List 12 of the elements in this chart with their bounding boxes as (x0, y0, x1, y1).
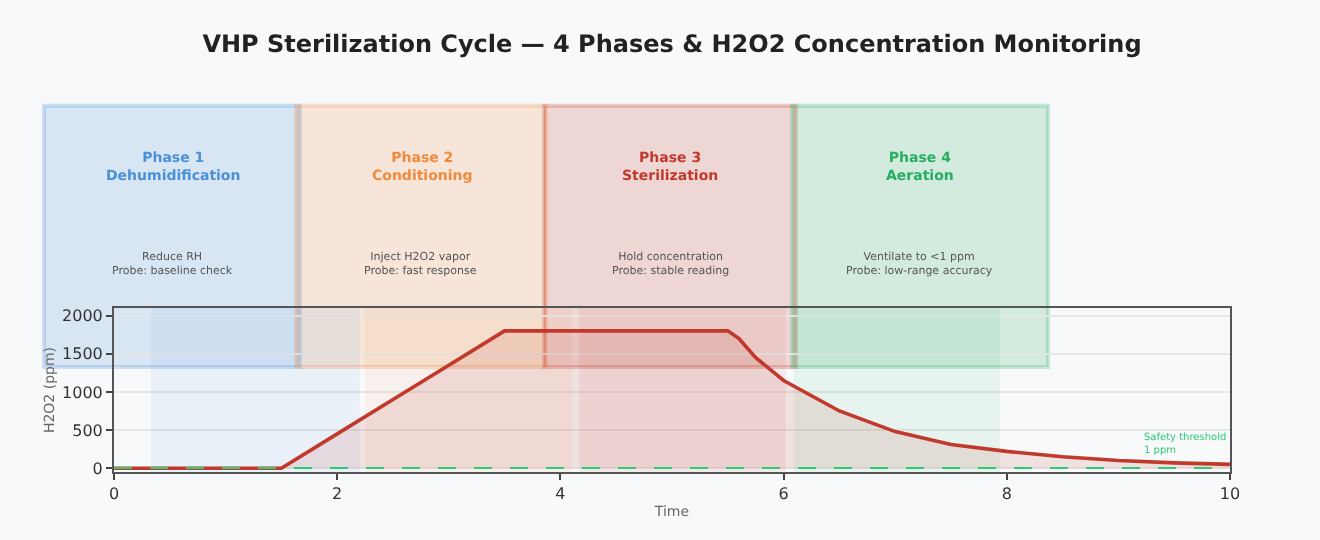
y-tick-label: 2000 (62, 307, 103, 326)
y-tick-label: 1000 (62, 383, 103, 402)
x-tick-label: 10 (1219, 485, 1241, 504)
x-tick-label: 2 (332, 485, 343, 504)
chart-title: VHP Sterilization Cycle — 4 Phases & H2O2 Concentration Monitoring (202, 30, 1142, 59)
x-tick-label: 0 (108, 485, 120, 504)
x-tick-label: 4 (555, 485, 566, 504)
x-tick-label: 6 (778, 485, 789, 504)
x-tick-label: 8 (1001, 485, 1012, 504)
y-tick-label: 0 (92, 459, 103, 478)
y-tick-label: 500 (72, 421, 103, 440)
y-tick-label: 1500 (62, 345, 103, 364)
